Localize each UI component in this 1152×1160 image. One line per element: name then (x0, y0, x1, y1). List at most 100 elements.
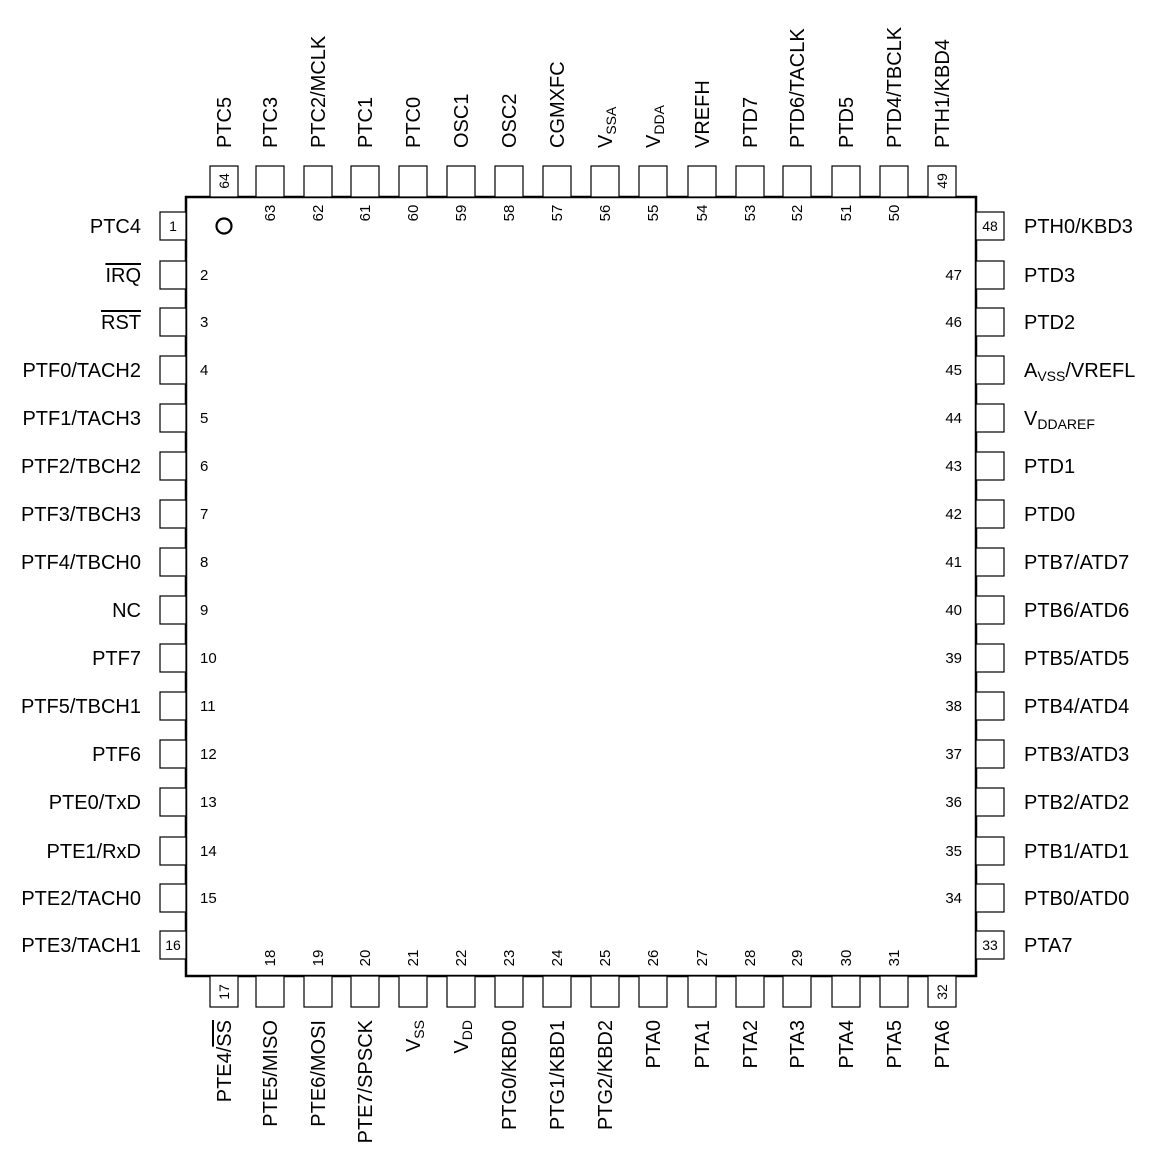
pin-lead (782, 975, 812, 1008)
pin-label-text: PTB5/ATD5 (1024, 648, 1129, 670)
pin-61-ptc1: PTC1 61 (350, 97, 380, 221)
pin-label: PTD3 (1024, 265, 1075, 287)
pin-1-ptc4: PTC4 1 (90, 211, 187, 241)
pin-lead (975, 547, 1005, 577)
pin-number: 33 (982, 937, 998, 953)
pin-label: PTA6 (932, 1020, 954, 1069)
pin-number: 8 (200, 554, 208, 571)
pin-lead (159, 211, 187, 241)
pin-label: PTH1/KBD4 (932, 39, 954, 148)
pin-label: PTE4/SS (214, 1020, 236, 1102)
pin-label: PTB1/ATD1 (1024, 841, 1129, 863)
pin-27-pta1: PTA1 27 (687, 950, 717, 1069)
pin-51-ptd5: PTD5 51 (831, 97, 861, 221)
pin-label-text: PTA7 (1024, 935, 1073, 957)
pin-label-text: PTD3 (1024, 265, 1075, 287)
pin-34-ptb0-atd0: PTB0/ATD0 34 (945, 883, 1129, 913)
pin-4-ptf0-tach2: PTF0/TACH2 4 (22, 355, 208, 385)
pin-lead (159, 307, 187, 337)
pin-label-text: PTD7 (740, 97, 762, 148)
pin-lead (542, 165, 572, 198)
pin-number: 16 (165, 937, 181, 953)
pin-label-subscript: DDA (651, 104, 667, 134)
pin-number: 25 (597, 950, 614, 967)
pin-label: PTE2/TACH0 (21, 888, 141, 910)
pin-label-text: PTB0/ATD0 (1024, 888, 1129, 910)
pin-63-ptc3: PTC3 63 (255, 97, 285, 221)
pin-29-pta3: PTA3 29 (782, 950, 812, 1069)
pin-label: PTB0/ATD0 (1024, 888, 1129, 910)
pin-35-ptb1-atd1: PTB1/ATD1 35 (945, 836, 1129, 866)
pin-lead (209, 165, 239, 198)
pin-label: VDD (451, 1020, 475, 1054)
pin-lead (159, 499, 187, 529)
pin-label: PTF2/TBCH2 (21, 456, 141, 478)
pin-label: PTE1/RxD (47, 841, 141, 863)
pin-label: PTC4 (90, 216, 141, 238)
pin-label-text: PTF2/TBCH2 (21, 456, 141, 478)
pin-label: PTD7 (740, 97, 762, 148)
pin-lead (975, 211, 1005, 241)
pin-label: VSSA (595, 106, 619, 148)
chip-body (184, 195, 978, 978)
pin-label: PTA2 (740, 1020, 762, 1069)
pin-number: 18 (262, 950, 279, 967)
pin-label: PTG2/KBD2 (595, 1020, 617, 1130)
pin-11-ptf5-tbch1: PTF5/TBCH1 11 (21, 691, 216, 721)
pin-lead (687, 975, 717, 1008)
pin-label: VDDA (643, 104, 667, 148)
pin-32-pta6: PTA6 32 (927, 975, 957, 1069)
pin-lead (159, 691, 187, 721)
pin-17-pte4-ss: PTE4/SS 17 (209, 975, 239, 1102)
pin-lead (159, 403, 187, 433)
pin-lead (590, 975, 620, 1008)
pin-number: 54 (694, 205, 711, 222)
pin-label-text: V (595, 134, 617, 148)
pin-label-text: PTD6/TACLK (787, 28, 809, 148)
pin-number: 7 (200, 506, 208, 523)
pin-number: 15 (200, 890, 217, 907)
pin-lead (350, 165, 380, 198)
pin-label-text: PTA0 (643, 1020, 665, 1069)
pin-lead (975, 355, 1005, 385)
pin-label-text: PTC0 (403, 97, 425, 148)
pin-38-ptb4-atd4: PTB4/ATD4 38 (945, 691, 1129, 721)
pin-label: PTA0 (643, 1020, 665, 1069)
pin-lead (831, 975, 861, 1008)
pin-label-text: PTF7 (92, 648, 141, 670)
pin-label: PTA1 (692, 1020, 714, 1069)
pin-lead (494, 165, 524, 198)
pin-label-text: PTC3 (260, 97, 282, 148)
pin-label: IRQ (105, 265, 141, 287)
pin-number: 17 (216, 984, 232, 1000)
pin-lead (446, 165, 476, 198)
pin-12-ptf6: PTF6 12 (92, 739, 217, 769)
pin-44-vddaref: VDDAREF 44 (945, 403, 1095, 433)
pin-label: VSS (403, 1020, 427, 1052)
pin-number: 6 (200, 458, 208, 475)
pin-lead (159, 595, 187, 625)
pin-label: VREFH (692, 80, 714, 148)
pin-label: PTB7/ATD7 (1024, 552, 1129, 574)
pin-lead (159, 355, 187, 385)
pin-label-text: PTB2/ATD2 (1024, 792, 1129, 814)
pin-number: 32 (934, 984, 950, 1000)
pin-label-text: PTA1 (692, 1020, 714, 1069)
pin-10-ptf7: PTF7 10 (92, 643, 217, 673)
pin-label-text: RST (101, 312, 141, 334)
pin-number: 31 (886, 950, 903, 967)
pin-label: PTC0 (403, 97, 425, 148)
pin-label-text: PTB3/ATD3 (1024, 744, 1129, 766)
pin-23-ptg0-kbd0: PTG0/KBD0 23 (494, 950, 524, 1130)
pin-label: PTB4/ATD4 (1024, 696, 1129, 718)
pin-lead (975, 307, 1005, 337)
pin-41-ptb7-atd7: PTB7/ATD7 41 (945, 547, 1129, 577)
pin-label: PTH0/KBD3 (1024, 216, 1133, 238)
pin-lead (975, 499, 1005, 529)
pin-label: PTF7 (92, 648, 141, 670)
pin-lead (975, 930, 1005, 960)
pin-lead (350, 975, 380, 1008)
pin-number: 44 (945, 410, 962, 427)
pin-number: 35 (945, 843, 962, 860)
